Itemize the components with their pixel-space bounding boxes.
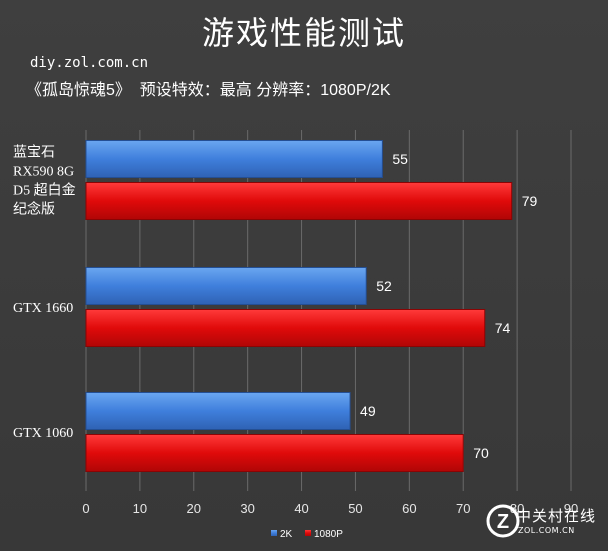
bar-1080p-1 — [85, 309, 486, 347]
chart-subtitle: 《孤岛惊魂5》 预设特效：最高 分辨率：1080P/2K — [26, 82, 391, 99]
bar-1080p-2 — [85, 434, 464, 472]
x-tick-label: 10 — [133, 501, 147, 516]
watermark-brand-en: ZOL.COM.CN — [518, 526, 575, 535]
bar-2k-1 — [85, 267, 367, 305]
category-label: 纪念版 — [13, 201, 55, 218]
zol-logo-letter: Z — [497, 511, 509, 533]
category-label: D5 超白金 — [13, 183, 76, 199]
watermark-brand-cn: 中关村在线 — [516, 508, 597, 525]
bar-2k-0 — [85, 140, 383, 178]
legend-swatch-1080p — [305, 530, 311, 536]
x-tick-label: 40 — [294, 501, 308, 516]
legend-label-2k: 2K — [280, 529, 293, 540]
x-tick-label: 50 — [348, 501, 362, 516]
category-label: GTX 1060 — [13, 426, 73, 441]
legend-swatch-2k — [271, 530, 277, 536]
category-label: GTX 1660 — [13, 301, 73, 316]
data-label: 79 — [522, 193, 538, 209]
bar-1080p-0 — [85, 182, 513, 220]
x-tick-label: 60 — [402, 501, 416, 516]
data-label: 70 — [473, 445, 489, 461]
data-label: 55 — [392, 151, 408, 167]
zol-logo-icon: Z — [486, 504, 520, 538]
site-url: diy.zol.com.cn — [30, 55, 149, 71]
category-label: 蓝宝石 — [13, 145, 55, 161]
chart-title: 游戏性能测试 — [201, 15, 406, 51]
bar-2k-2 — [85, 392, 351, 430]
legend-label-1080p: 1080P — [314, 529, 343, 540]
x-tick-label: 70 — [456, 501, 470, 516]
data-label: 74 — [495, 320, 511, 336]
category-label: RX590 8G — [13, 165, 74, 180]
data-label: 49 — [360, 403, 376, 419]
x-tick-label: 20 — [187, 501, 201, 516]
zol-watermark: Z 中关村在线 ZOL.COM.CN — [486, 499, 604, 547]
x-tick-label: 0 — [82, 501, 89, 516]
data-label: 52 — [376, 278, 392, 294]
x-tick-label: 90 — [564, 501, 578, 516]
x-tick-label: 30 — [240, 501, 254, 516]
